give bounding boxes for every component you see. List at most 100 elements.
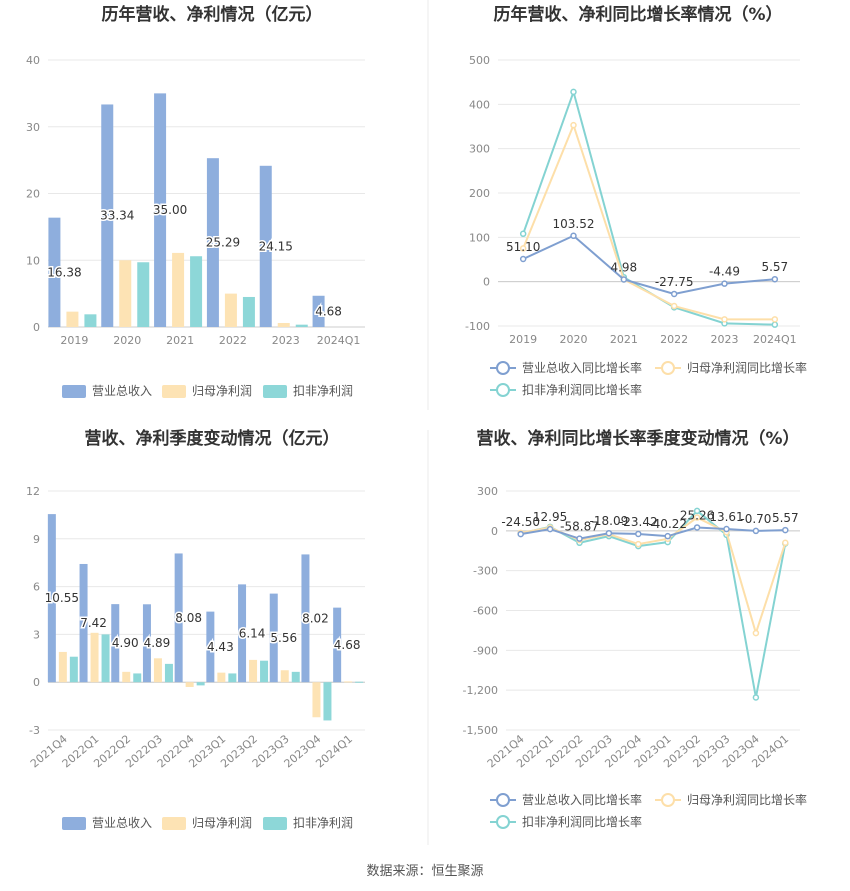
chart-2: 历年营收、净利同比增长率情况（%） -100 0 100 200 300 400 500 201… bbox=[465, 4, 807, 397]
legend-label: 归母净利润 bbox=[192, 384, 252, 398]
data-label: 6.14 bbox=[239, 626, 266, 640]
series-point bbox=[693, 524, 701, 531]
bar-net-profit bbox=[90, 632, 99, 683]
series-point bbox=[752, 527, 760, 535]
series-point bbox=[620, 276, 628, 283]
data-label: -23.42 bbox=[619, 515, 658, 529]
data-label: 4.90 bbox=[112, 636, 139, 650]
series-point bbox=[771, 321, 779, 328]
bar-deducted-profit bbox=[190, 256, 203, 327]
series-line-deducted-profit bbox=[520, 509, 787, 698]
legend-item[interactable]: 营业总收入 bbox=[62, 816, 152, 830]
x-tick-label: 2023 bbox=[272, 334, 300, 347]
series-point bbox=[570, 232, 577, 240]
series-line-net-profit bbox=[522, 122, 775, 321]
y-tick-label: 20 bbox=[26, 188, 40, 201]
bar-deducted-profit bbox=[101, 634, 110, 683]
y-tick-label: -300 bbox=[473, 565, 498, 578]
data-label: 51.10 bbox=[506, 240, 540, 254]
data-label: -0.70 bbox=[740, 512, 771, 526]
y-tick-label: 0 bbox=[33, 676, 40, 689]
bar-net-profit bbox=[172, 252, 185, 327]
series-point bbox=[517, 530, 524, 538]
y-tick-label: 100 bbox=[469, 231, 490, 244]
bar-revenue bbox=[142, 604, 151, 683]
y-tick-label: -1,200 bbox=[463, 684, 498, 697]
y-tick-label: 500 bbox=[469, 54, 490, 67]
y-tick-label: 200 bbox=[469, 187, 490, 200]
bar-revenue bbox=[47, 514, 56, 683]
data-label: -27.75 bbox=[655, 275, 694, 289]
legend-item[interactable]: 归母净利润 bbox=[162, 816, 252, 830]
bar-net-profit bbox=[312, 682, 321, 718]
data-source-note: 数据来源：恒生聚源 bbox=[366, 864, 484, 879]
data-label: 4.68 bbox=[334, 638, 361, 652]
series-line-revenue bbox=[522, 234, 775, 295]
series-point bbox=[670, 302, 678, 310]
series-point bbox=[570, 121, 577, 129]
data-label: 33.34 bbox=[100, 209, 134, 223]
y-tick-label: 40 bbox=[26, 54, 40, 67]
legend-item[interactable]: 营业总收入 bbox=[62, 384, 152, 398]
y-tick-label: -600 bbox=[473, 605, 498, 618]
legend-label: 营业总收入同比增长率 bbox=[522, 360, 642, 375]
legend-label: 营业总收入同比增长率 bbox=[522, 792, 642, 807]
series-point bbox=[752, 694, 760, 701]
legend-item[interactable]: 营业总收入同比增长率 bbox=[490, 360, 642, 375]
legend-item[interactable]: 营业总收入同比增长率 bbox=[490, 792, 642, 807]
data-label: 5.56 bbox=[270, 631, 297, 645]
x-tick-label: 2022 bbox=[219, 334, 247, 347]
bar-net-profit bbox=[249, 659, 258, 683]
data-label: 13.61 bbox=[709, 510, 743, 524]
bar-deducted-profit bbox=[164, 663, 173, 683]
bar-net-profit bbox=[277, 322, 290, 327]
legend-item[interactable]: 归母净利润 bbox=[162, 384, 252, 398]
x-tick-label: 2021 bbox=[166, 334, 194, 347]
legend-swatch bbox=[62, 385, 86, 398]
bar-net-profit bbox=[217, 672, 226, 683]
data-label: 5.57 bbox=[761, 260, 788, 274]
series-point bbox=[576, 535, 583, 542]
legend-swatch-marker bbox=[496, 793, 510, 807]
legend-swatch-marker bbox=[661, 793, 675, 807]
y-tick-label: -1,500 bbox=[463, 724, 498, 737]
legend-item[interactable]: 归母净利润同比增长率 bbox=[655, 360, 807, 375]
bar-deducted-profit bbox=[260, 660, 269, 683]
series-point bbox=[635, 540, 642, 548]
series-point bbox=[664, 532, 671, 540]
series-point bbox=[782, 539, 789, 547]
chart-1: 历年营收、净利情况（亿元） 0 10 20 30 40 2019 2020 2021 2022 20… bbox=[26, 4, 365, 398]
legend-item[interactable]: 归母净利润同比增长率 bbox=[655, 792, 807, 807]
bar-deducted-profit bbox=[291, 671, 300, 683]
data-label: -24.50 bbox=[501, 515, 540, 529]
series-point bbox=[693, 507, 701, 515]
bar-net-profit bbox=[280, 670, 289, 683]
y-tick-label: 300 bbox=[477, 485, 498, 498]
series-point bbox=[771, 316, 779, 323]
legend-swatch bbox=[162, 817, 186, 830]
legend-item[interactable]: 扣非净利润 bbox=[263, 816, 353, 830]
legend-label: 归母净利润同比增长率 bbox=[687, 360, 807, 375]
data-label: 4.68 bbox=[315, 304, 342, 318]
y-tick-label: 10 bbox=[26, 254, 40, 267]
bar-revenue bbox=[312, 295, 325, 327]
legend-label: 归母净利润 bbox=[192, 816, 252, 830]
legend-item[interactable]: 扣非净利润同比增长率 bbox=[490, 382, 642, 397]
bar-revenue bbox=[154, 93, 167, 327]
bar-net-profit bbox=[66, 311, 79, 327]
legend-swatch bbox=[162, 385, 186, 398]
data-label: 5.57 bbox=[772, 511, 799, 525]
bar-revenue bbox=[101, 104, 114, 327]
legend-item[interactable]: 扣非净利润同比增长率 bbox=[490, 814, 642, 829]
series-line-revenue bbox=[520, 526, 786, 540]
series-point bbox=[752, 629, 760, 637]
data-label: -58.87 bbox=[560, 520, 599, 534]
legend-item[interactable]: 扣非净利润 bbox=[263, 384, 353, 398]
x-tick-label: 2023 bbox=[711, 333, 739, 346]
bar-deducted-profit bbox=[228, 673, 237, 683]
data-label: 25.29 bbox=[206, 236, 240, 250]
x-tick-label: 2019 bbox=[60, 334, 88, 347]
bar-net-profit bbox=[224, 293, 237, 327]
series-point bbox=[605, 529, 613, 537]
data-label: 7.42 bbox=[80, 616, 107, 630]
